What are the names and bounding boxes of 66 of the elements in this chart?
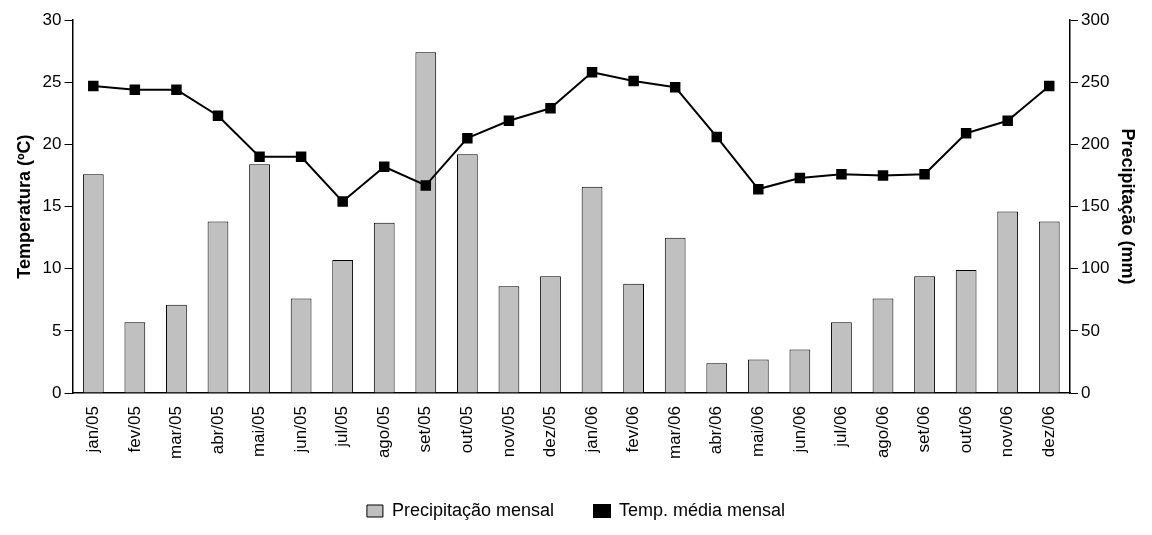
point <box>753 183 764 195</box>
y2-tick-label: 300 <box>1081 9 1110 29</box>
point <box>503 115 515 126</box>
point <box>1002 115 1013 126</box>
x-tick-label: mar/05 <box>166 406 186 460</box>
point <box>462 132 473 144</box>
point <box>586 66 598 78</box>
point <box>669 81 681 93</box>
x-tick-label: dez/05 <box>540 406 560 458</box>
y-tick-label: 20 <box>42 134 62 154</box>
legend-label: Temp. média mensal <box>619 499 786 520</box>
point <box>337 196 348 207</box>
x-tick-label: fev/06 <box>623 406 643 453</box>
point <box>295 151 307 163</box>
x-tick-label: jul/06 <box>831 406 851 448</box>
x-tick-label: dez/06 <box>1038 406 1058 458</box>
y-tick-label: 25 <box>42 71 62 91</box>
y2-tick-label: 0 <box>1081 382 1091 402</box>
point <box>919 168 930 180</box>
x-tick-label: mai/06 <box>748 406 767 458</box>
x-tick-label: mai/05 <box>249 406 269 458</box>
x-tick-label: jul/05 <box>332 406 352 448</box>
point <box>711 131 722 143</box>
x-tick-label: jan/06 <box>581 406 601 454</box>
point <box>545 103 556 114</box>
x-tick-label: out/05 <box>457 406 477 454</box>
x-tick-label: abr/05 <box>207 406 227 455</box>
x-tick-label: nov/06 <box>997 406 1017 458</box>
point <box>420 180 432 191</box>
point <box>836 168 847 180</box>
y-tick-label: 30 <box>42 9 62 29</box>
y2-axis-title: Precipitação (mm) <box>1118 128 1139 285</box>
point <box>212 110 224 121</box>
y-tick-label: 15 <box>42 196 62 216</box>
x-tick-label: set/05 <box>415 406 435 453</box>
point <box>254 151 265 163</box>
point <box>88 80 99 92</box>
y-tick-label: 10 <box>42 258 62 278</box>
y2-tick-label: 200 <box>1081 134 1110 154</box>
point <box>960 127 972 139</box>
y-tick-label: 0 <box>52 382 62 402</box>
x-tick-label: ago/05 <box>373 406 393 459</box>
y2-tick-label: 150 <box>1081 196 1110 216</box>
y2-tick-label: 50 <box>1081 320 1100 340</box>
point <box>794 172 806 184</box>
x-tick-label: set/06 <box>914 406 934 453</box>
x-tick-label: jun/06 <box>789 406 809 454</box>
legend-label: Precipitação mensal <box>391 499 555 520</box>
x-tick-label: out/06 <box>955 406 975 454</box>
x-tick-label: mar/06 <box>664 406 684 460</box>
x-tick-label: abr/06 <box>706 406 726 455</box>
x-tick-label: nov/05 <box>498 406 518 458</box>
x-tick-label: fev/05 <box>124 406 144 453</box>
point <box>877 170 889 181</box>
point <box>129 84 141 95</box>
y-tick-label: 5 <box>52 320 62 340</box>
point <box>171 84 182 95</box>
point <box>378 161 390 172</box>
y2-tick-label: 250 <box>1081 71 1110 91</box>
point <box>628 75 639 87</box>
x-tick-label: ago/06 <box>872 406 892 459</box>
y2-tick-label: 100 <box>1081 258 1110 278</box>
y-axis-title: Temperatura (ºC) <box>13 134 34 279</box>
point <box>1044 80 1055 92</box>
x-tick-label: jan/05 <box>82 406 102 454</box>
x-tick-label: jun/05 <box>290 406 310 454</box>
